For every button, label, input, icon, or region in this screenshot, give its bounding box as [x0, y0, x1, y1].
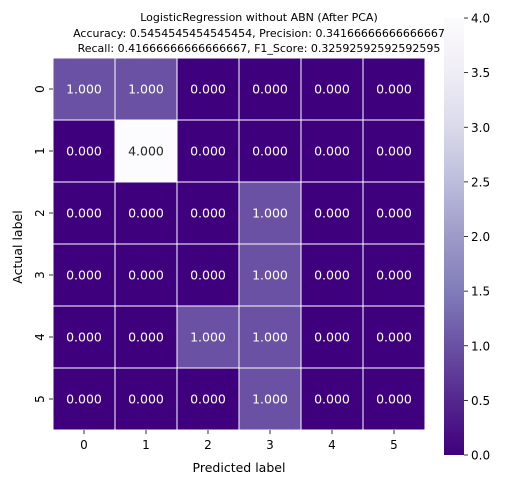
heatmap-cell-label-0-0: 1.000: [66, 82, 102, 97]
heatmap-cell-1-2: [176, 119, 240, 183]
heatmap-cell-label-5-4: 0.000: [314, 392, 350, 407]
heatmap-cell-label-4-1: 0.000: [128, 330, 164, 345]
heatmap-cell-label-3-4: 0.000: [314, 268, 350, 283]
heatmap-cell-3-4: [300, 243, 364, 307]
heatmap-cell-label-2-1: 0.000: [128, 206, 164, 221]
y-axis-label: Actual label: [10, 210, 25, 283]
chart-title-line-3: Recall: 0.41666666666666667, F1_Score: 0…: [78, 42, 441, 55]
heatmap-cell-label-4-3: 1.000: [252, 330, 288, 345]
colorbar: [444, 18, 464, 455]
heatmap-cell-2-2: [176, 181, 240, 245]
heatmap-cell-3-1: [114, 243, 178, 307]
heatmap-cell-label-0-3: 0.000: [252, 82, 288, 97]
heatmap-cell-label-4-2: 1.000: [190, 330, 226, 345]
y-tick-label-0: 0: [33, 85, 47, 93]
heatmap-cell-label-1-1: 4.000: [128, 144, 164, 159]
heatmap-cell-label-2-5: 0.000: [376, 206, 412, 221]
heatmap-cell-label-2-3: 1.000: [252, 206, 288, 221]
y-axis-ticks: 0 1 2 3 4 5: [33, 85, 53, 403]
heatmap-cell-3-2: [176, 243, 240, 307]
heatmap-cell-1-5: [362, 119, 426, 183]
y-tick-label-4: 4: [33, 333, 47, 341]
colorbar-tick-label-1: 0.5: [471, 394, 490, 408]
heatmap-cell-label-1-2: 0.000: [190, 144, 226, 159]
x-axis-ticks: 0 1 2 3 4 5: [80, 430, 398, 452]
heatmap-cell-4-4: [300, 305, 364, 369]
heatmap-cell-3-3: [238, 243, 302, 307]
heatmap-cell-0-1: [114, 57, 178, 121]
heatmap-cell-0-2: [176, 57, 240, 121]
heatmap-cell-label-5-2: 0.000: [190, 392, 226, 407]
heatmap-cell-label-2-0: 0.000: [66, 206, 102, 221]
heatmap-cell-label-0-2: 0.000: [190, 82, 226, 97]
heatmap-cell-label-4-4: 0.000: [314, 330, 350, 345]
colorbar-tick-label-5: 2.5: [471, 175, 490, 189]
heatmap-cell-2-5: [362, 181, 426, 245]
heatmap-cell-4-0: [52, 305, 116, 369]
x-tick-label-0: 0: [80, 438, 88, 452]
heatmap-cell-label-3-2: 0.000: [190, 268, 226, 283]
heatmap-cell-label-4-0: 0.000: [66, 330, 102, 345]
heatmap-cell-label-3-0: 0.000: [66, 268, 102, 283]
colorbar-tick-label-6: 3.0: [471, 121, 490, 135]
y-tick-label-3: 3: [33, 271, 47, 279]
heatmap-cell-1-0: [52, 119, 116, 183]
x-tick-label-3: 3: [266, 438, 274, 452]
chart-title-line-2: Accuracy: 0.5454545454545454, Precision:…: [73, 27, 445, 40]
heatmap-cell-label-5-0: 0.000: [66, 392, 102, 407]
heatmap-cell-label-3-1: 0.000: [128, 268, 164, 283]
x-tick-label-2: 2: [204, 438, 212, 452]
y-tick-label-2: 2: [33, 209, 47, 217]
heatmap-cell-label-1-3: 0.000: [252, 144, 288, 159]
heatmap-cell-3-5: [362, 243, 426, 307]
y-tick-label-1: 1: [33, 147, 47, 155]
colorbar-tick-label-0: 0.0: [471, 449, 490, 463]
heatmap-cell-2-1: [114, 181, 178, 245]
heatmap-cell-label-1-5: 0.000: [376, 144, 412, 159]
heatmap-cell-label-0-5: 0.000: [376, 82, 412, 97]
x-tick-label-5: 5: [390, 438, 398, 452]
heatmap-cell-label-5-1: 0.000: [128, 392, 164, 407]
heatmap-cell-label-2-2: 0.000: [190, 206, 226, 221]
heatmap-cell-1-1: [114, 119, 178, 183]
y-tick-label-5: 5: [33, 395, 47, 403]
heatmap-cell-4-1: [114, 305, 178, 369]
heatmap-cell-1-3: [238, 119, 302, 183]
x-tick-label-4: 4: [328, 438, 336, 452]
colorbar-ticks: 0.0 0.5 1.0 1.5 2.0 2.5 3.0 3.5 4.0: [464, 12, 490, 463]
heatmap-cell-0-0: [52, 57, 116, 121]
chart-title-line-1: LogisticRegression without ABN (After PC…: [140, 11, 378, 24]
heatmap-cell-label-3-5: 0.000: [376, 268, 412, 283]
heatmap-cell-label-1-4: 0.000: [314, 144, 350, 159]
colorbar-tick-label-7: 3.5: [471, 66, 490, 80]
heatmap-cell-label-3-3: 1.000: [252, 268, 288, 283]
x-tick-label-1: 1: [142, 438, 150, 452]
colorbar-tick-label-3: 1.5: [471, 285, 490, 299]
heatmap-cells: [52, 57, 426, 431]
colorbar-tick-label-4: 2.0: [471, 230, 490, 244]
colorbar-tick-label-8: 4.0: [471, 12, 490, 26]
heatmap-cell-label-4-5: 0.000: [376, 330, 412, 345]
heatmap-cell-label-5-3: 1.000: [252, 392, 288, 407]
heatmap-cell-labels: 1.000 1.000 0.000 0.000 0.000 0.000 0.000 4.000…: [66, 82, 412, 407]
heatmap-cell-label-0-4: 0.000: [314, 82, 350, 97]
heatmap-cell-label-2-4: 0.000: [314, 206, 350, 221]
heatmap-cell-2-3: [238, 181, 302, 245]
heatmap-cell-5-4: [300, 367, 364, 431]
heatmap-cell-2-4: [300, 181, 364, 245]
heatmap-cell-label-0-1: 1.000: [128, 82, 164, 97]
heatmap-cell-label-5-5: 0.000: [376, 392, 412, 407]
heatmap-cell-label-1-0: 0.000: [66, 144, 102, 159]
heatmap-cell-5-5: [362, 367, 426, 431]
x-axis-label: Predicted label: [193, 460, 286, 475]
heatmap-cell-4-5: [362, 305, 426, 369]
heatmap-cell-5-0: [52, 367, 116, 431]
heatmap-cell-2-0: [52, 181, 116, 245]
colorbar-tick-label-2: 1.0: [471, 339, 490, 353]
